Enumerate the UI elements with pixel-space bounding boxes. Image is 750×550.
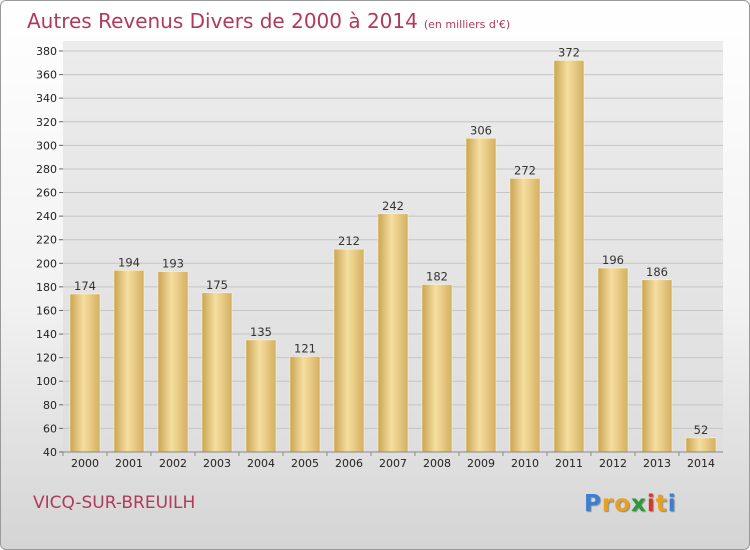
x-tick-label: 2005 [291, 457, 319, 470]
x-tick-label: 2004 [247, 457, 275, 470]
bar-2012 [597, 267, 629, 453]
bar-2006 [333, 248, 365, 453]
logo-letter: P [584, 491, 602, 517]
chart-title: Autres Revenus Divers de 2000 à 2014 (en … [27, 9, 510, 33]
y-tick-label: 60 [43, 422, 57, 435]
bar-2009 [465, 138, 497, 453]
y-tick-label: 180 [36, 281, 57, 294]
bar-2001 [113, 270, 145, 453]
x-axis: 2000 2001 2002 2003 2004 2005 2006 2007 2008 2009… [62, 452, 715, 470]
bar-2003 [201, 292, 233, 453]
chart-title-text: Autres Revenus Divers de 2000 à 2014 [27, 9, 418, 33]
y-tick-label: 140 [36, 328, 57, 341]
x-tick-label: 2007 [379, 457, 407, 470]
x-tick-label: 2013 [643, 457, 671, 470]
y-tick-label: 120 [36, 352, 57, 365]
y-tick-label: 40 [43, 446, 57, 459]
x-tick-label: 2009 [467, 457, 495, 470]
bar-2004 [245, 339, 277, 453]
bars: 174 194 193 175 135 121 212 242 182 306 272 372 196 1… [69, 45, 717, 453]
bar-2008 [421, 284, 453, 453]
bar-2014 [685, 437, 717, 453]
value-label: 306 [470, 123, 492, 137]
value-label: 242 [382, 199, 404, 213]
logo-letter: r [601, 491, 615, 517]
y-tick-label: 280 [36, 163, 57, 176]
value-label: 175 [206, 278, 228, 292]
x-tick-label: 2008 [423, 457, 451, 470]
value-label: 193 [162, 257, 184, 271]
x-tick-label: 2014 [687, 457, 715, 470]
value-label: 135 [250, 325, 272, 339]
value-label: 186 [646, 265, 668, 279]
bar-2013 [641, 279, 673, 453]
x-tick-label: 2010 [511, 457, 539, 470]
y-tick-label: 360 [36, 69, 57, 82]
logo-letter: i [667, 491, 677, 517]
x-tick-label: 2001 [115, 457, 143, 470]
y-tick-label: 100 [36, 375, 57, 388]
value-label: 52 [694, 423, 709, 437]
y-tick-label: 80 [43, 399, 57, 412]
y-tick-label: 160 [36, 304, 57, 317]
x-tick-label: 2012 [599, 457, 627, 470]
value-label: 121 [294, 341, 316, 355]
y-tick-label: 220 [36, 234, 57, 247]
bar-2011 [553, 60, 585, 453]
bar-2007 [377, 213, 409, 453]
y-tick-label: 200 [36, 257, 57, 270]
y-axis: 40 60 80 100 120 140 160 180 200 220 240 260 280 300 3… [36, 45, 63, 459]
bar-2005 [289, 356, 321, 453]
value-label: 194 [118, 255, 140, 269]
x-tick-label: 2000 [71, 457, 99, 470]
chart-unit: (en milliers d'€) [423, 18, 511, 31]
value-label: 182 [426, 270, 448, 284]
bar-2002 [157, 271, 189, 453]
logo-letter: o [614, 491, 632, 517]
value-label: 272 [514, 163, 536, 177]
bar-2010 [509, 178, 541, 453]
y-tick-label: 240 [36, 210, 57, 223]
value-label: 174 [74, 279, 96, 293]
x-tick-label: 2011 [555, 457, 583, 470]
logo-letter: x [631, 491, 647, 517]
x-tick-label: 2002 [159, 457, 187, 470]
logo-letter: i [646, 491, 656, 517]
value-label: 372 [558, 45, 580, 59]
y-tick-label: 300 [36, 139, 57, 152]
proxiti-logo: Proxiti [584, 491, 677, 517]
commune-name: VICQ-SUR-BREUILH [33, 493, 196, 513]
x-tick-label: 2006 [335, 457, 363, 470]
y-tick-label: 260 [36, 187, 57, 200]
logo-letter: t [655, 491, 668, 517]
y-tick-label: 340 [36, 92, 57, 105]
value-label: 212 [338, 234, 360, 248]
value-label: 196 [602, 253, 624, 267]
y-tick-label: 380 [36, 45, 57, 58]
y-tick-label: 320 [36, 116, 57, 129]
x-tick-label: 2003 [203, 457, 231, 470]
bar-2000 [69, 293, 101, 453]
